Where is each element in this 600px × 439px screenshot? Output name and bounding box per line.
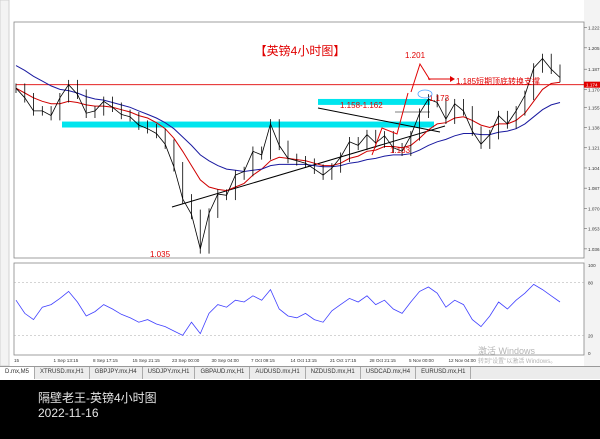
price-tag bbox=[584, 81, 600, 88]
osc-level-label: 80 bbox=[588, 281, 594, 286]
annotation-pullback: 1.133 bbox=[390, 146, 411, 155]
annotation-range: 1.158-1.162 bbox=[340, 101, 383, 110]
symbol-tab[interactable]: XTRUSD.mx,H1 bbox=[35, 367, 90, 379]
symbol-tab[interactable]: NZDUSD.mx,H1 bbox=[306, 367, 361, 379]
price-line bbox=[15, 57, 561, 249]
x-tick-label: 1 Sep 13:15 bbox=[54, 358, 79, 363]
watermark-line2: 转到"设置"以激活 Windows。 bbox=[478, 359, 557, 365]
y-tick-label: 1.138 bbox=[588, 126, 600, 131]
annotation-neck: 1.173 bbox=[429, 94, 450, 103]
gbp-4h-chart[interactable]: 1.222 1.205 1.187 1.170 1.155 1.138 1.121 1.104… bbox=[0, 0, 600, 380]
osc-level-label: 0 bbox=[588, 351, 591, 356]
annotation-high: 1.201 bbox=[405, 51, 426, 60]
x-tick-label: 7 Oct 09:15 bbox=[251, 358, 275, 363]
osc-level-label: 100 bbox=[588, 263, 596, 268]
chart-title: 【英镑4小时图】 bbox=[255, 43, 346, 58]
symbol-tab-bar: D.mx,M5 XTRUSD.mx,H1 GBPJPY.mx,H4 USDJPY.mx… bbox=[0, 366, 600, 379]
x-tick-label: 12 Nov 04:00 bbox=[449, 358, 477, 363]
y-tick-label: 1.053 bbox=[588, 227, 600, 232]
y-tick-label: 1.155 bbox=[588, 105, 600, 110]
x-tick-label: 23 Sep 00:00 bbox=[172, 358, 200, 363]
osc-level-label: 20 bbox=[588, 333, 594, 338]
annotation-low: 1.035 bbox=[150, 250, 171, 259]
ma-slow-line bbox=[15, 65, 561, 173]
move-path bbox=[371, 92, 409, 156]
symbol-tab[interactable]: AUDUSD.mx,H1 bbox=[250, 367, 306, 379]
watermark-line1: 激活 Windows bbox=[478, 346, 536, 356]
y-tick-label: 1.104 bbox=[588, 166, 600, 171]
top-marker bbox=[410, 62, 431, 93]
y-tick-label: 1.205 bbox=[588, 46, 600, 51]
y-tick-label: 1.187 bbox=[588, 67, 600, 72]
price-tag-label: 1.174 bbox=[586, 83, 598, 88]
x-tick-label: 15 bbox=[14, 358, 20, 363]
caption-title: 隔壁老王-英镑4小时图 bbox=[38, 391, 157, 405]
x-tick-label: 15 Sep 21:15 bbox=[133, 358, 161, 363]
annotation-flip-support: 1.185短期顶底转换支撑 bbox=[456, 76, 540, 86]
support-zone-upper bbox=[318, 98, 430, 105]
y-tick-label: 1.070 bbox=[588, 206, 600, 211]
x-tick-label: 14 Oct 13:15 bbox=[291, 358, 318, 363]
symbol-tab[interactable]: D.mx,M5 bbox=[0, 367, 35, 379]
x-tick-label: 5 Nov 00:00 bbox=[409, 358, 434, 363]
support-zone-lower bbox=[62, 121, 434, 128]
flip-arrow-head bbox=[450, 76, 455, 82]
y-tick-label: 1.170 bbox=[588, 87, 600, 92]
y-tick-label: 1.121 bbox=[588, 146, 600, 151]
x-tick-label: 21 Oct 17:15 bbox=[330, 358, 357, 363]
y-tick-label: 1.087 bbox=[588, 186, 600, 191]
oscillator-panel bbox=[13, 262, 585, 356]
x-tick-label: 28 Oct 21:15 bbox=[370, 358, 397, 363]
caption-date: 2022-11-16 bbox=[38, 406, 99, 420]
oscillator-line bbox=[15, 283, 561, 336]
symbol-tab[interactable]: USDCAD.mx,H4 bbox=[361, 367, 417, 379]
symbol-tab[interactable]: USDJPY.mx,H1 bbox=[143, 367, 196, 379]
x-tick-label: 30 Sep 04:00 bbox=[212, 358, 240, 363]
y-tick-label: 1.222 bbox=[588, 26, 600, 31]
symbol-tab[interactable]: GBPJPY.mx,H4 bbox=[90, 367, 143, 379]
y-tick-label: 1.036 bbox=[588, 247, 600, 252]
symbol-tab[interactable]: GBPAUD.mx,H1 bbox=[195, 367, 251, 379]
neck-circle bbox=[417, 89, 433, 99]
symbol-tab[interactable]: EURUSD.mx,H1 bbox=[416, 367, 472, 379]
main-panel bbox=[13, 21, 585, 259]
chart-window: 1.222 1.205 1.187 1.170 1.155 1.138 1.121 1.104… bbox=[0, 0, 600, 380]
x-tick-label: 8 Sep 17:15 bbox=[93, 358, 118, 363]
